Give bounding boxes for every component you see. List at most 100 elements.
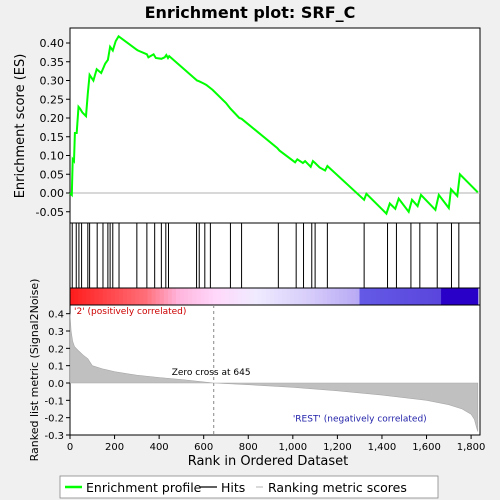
legend-frame bbox=[59, 475, 439, 499]
heatmap-cell bbox=[469, 288, 475, 305]
heatmap-cell bbox=[367, 288, 373, 305]
legend-profile-label: Enrichment profile bbox=[86, 480, 202, 495]
heatmap-cell bbox=[143, 288, 149, 305]
heatmap-cell bbox=[351, 288, 357, 305]
heatmap-cell bbox=[441, 288, 446, 305]
metric-y-tick-label: 0.2 bbox=[48, 344, 64, 355]
metric-y-tick-label: -0.1 bbox=[44, 396, 64, 407]
heatmap-cell bbox=[335, 288, 340, 305]
x-tick-label: 1,800 bbox=[457, 442, 486, 453]
heatmap-cell bbox=[318, 288, 324, 305]
x-tick-label: 1,400 bbox=[368, 442, 397, 453]
heatmap-cell bbox=[163, 288, 169, 305]
legend-metric-label: Ranking metric scores bbox=[268, 480, 407, 495]
heatmap-cell bbox=[379, 288, 385, 305]
metric-panel-frame bbox=[69, 304, 481, 436]
heatmap-cell bbox=[139, 288, 144, 305]
heatmap-cell bbox=[453, 288, 458, 305]
x-tick-label: 200 bbox=[105, 442, 124, 453]
heatmap-cell bbox=[396, 288, 401, 305]
hit-lines bbox=[71, 223, 460, 288]
hits-panel-frame bbox=[69, 222, 481, 289]
heatmap-cell bbox=[330, 288, 336, 305]
heatmap-cell bbox=[269, 288, 275, 305]
heatmap-cell bbox=[245, 288, 251, 305]
heatmap-cell bbox=[167, 288, 173, 305]
enrichment-profile-line bbox=[69, 34, 479, 216]
heatmap-cell bbox=[212, 288, 218, 305]
heatmap-cell bbox=[298, 288, 304, 305]
metric-y-tick-label: -0.3 bbox=[44, 431, 64, 442]
heatmap-cell bbox=[416, 288, 422, 305]
heatmap-cell bbox=[78, 288, 83, 305]
es-y-ticks: -0.05 0.00 0.05 0.10 0.15 0.20 0.25 0.30 0.35 0.4… bbox=[36, 37, 70, 219]
heatmap-cell bbox=[400, 288, 405, 305]
es-y-tick-label: -0.05 bbox=[36, 206, 64, 219]
heatmap-cell bbox=[383, 288, 389, 305]
heatmap-cell bbox=[249, 288, 255, 305]
rank-heatmap-bar bbox=[69, 287, 481, 306]
heatmap-cell bbox=[131, 288, 136, 305]
heatmap-cell bbox=[102, 288, 108, 305]
heatmap-cell bbox=[347, 288, 352, 305]
heatmap-cell bbox=[208, 288, 214, 305]
heatmap-cell bbox=[461, 288, 467, 305]
heatmap-cell bbox=[192, 288, 198, 305]
heatmap-cell bbox=[176, 288, 181, 305]
es-y-axis-label: Enrichment score (ES) bbox=[13, 54, 28, 199]
heatmap-cell bbox=[363, 288, 369, 305]
heatmap-cell bbox=[428, 288, 434, 305]
heatmap-cell bbox=[229, 288, 234, 305]
metric-y-tick-label: -0.2 bbox=[44, 414, 64, 425]
heatmap-cell bbox=[151, 288, 157, 305]
x-tick-label: 1,000 bbox=[279, 442, 308, 453]
heatmap-cell bbox=[306, 288, 312, 305]
chart-title: Enrichment plot: SRF_C bbox=[145, 3, 356, 22]
es-y-tick-label: 0.30 bbox=[40, 75, 65, 88]
x-tick-label: 1,200 bbox=[323, 442, 352, 453]
heatmap-cell bbox=[408, 288, 414, 305]
heatmap-cell bbox=[375, 288, 381, 305]
heatmap-cell bbox=[273, 288, 279, 305]
heatmap-cell bbox=[339, 288, 344, 305]
heatmap-cell bbox=[171, 288, 177, 305]
heatmap-cell bbox=[392, 288, 397, 305]
es-y-tick-label: 0.10 bbox=[40, 150, 65, 163]
x-tick-label: 600 bbox=[194, 442, 213, 453]
x-tick-label: 400 bbox=[150, 442, 169, 453]
x-tick-label: 0 bbox=[67, 442, 73, 453]
heatmap-cell bbox=[404, 288, 410, 305]
heatmap-cell bbox=[420, 288, 426, 305]
heatmap-cell bbox=[445, 288, 450, 305]
heatmap-cell bbox=[90, 288, 96, 305]
heatmap-cell bbox=[355, 288, 361, 305]
heatmap-cell bbox=[114, 288, 120, 305]
heatmap-cell bbox=[216, 288, 222, 305]
es-y-tick-label: 0.40 bbox=[40, 37, 65, 50]
heatmap-cell bbox=[159, 288, 165, 305]
heatmap-cell bbox=[286, 288, 291, 305]
heatmap-cell bbox=[220, 288, 226, 305]
heatmap-cell bbox=[265, 288, 271, 305]
es-panel-frame bbox=[69, 27, 481, 224]
heatmap-cell bbox=[371, 288, 377, 305]
heatmap-cell bbox=[233, 288, 238, 305]
heatmap-cell bbox=[94, 288, 100, 305]
heatmap-cell bbox=[204, 288, 210, 305]
heatmap-cell bbox=[123, 288, 128, 305]
metric-y-ticks: -0.3 -0.2 -0.1 0.0 0.1 0.2 0.3 0.4 bbox=[44, 310, 70, 442]
legend-hits-label: Hits bbox=[221, 480, 245, 495]
heatmap-cell bbox=[388, 288, 393, 305]
x-ticks: 0 200 400 600 800 1,000 1,200 1,400 1,600 1,800 bbox=[67, 435, 486, 453]
heatmap-cell bbox=[70, 288, 75, 305]
heatmap-cell bbox=[110, 288, 116, 305]
heatmap-cell bbox=[465, 288, 471, 305]
heatmap-cell bbox=[106, 288, 112, 305]
metric-y-axis-label: Ranked list metric (Signal2Noise) bbox=[28, 279, 41, 462]
heatmap-cell bbox=[241, 288, 246, 305]
heatmap-cell bbox=[74, 288, 79, 305]
heatmap-cell bbox=[147, 288, 153, 305]
metric-y-tick-label: 0.4 bbox=[48, 310, 64, 321]
zero-cross-label: Zero cross at 645 bbox=[172, 368, 251, 378]
